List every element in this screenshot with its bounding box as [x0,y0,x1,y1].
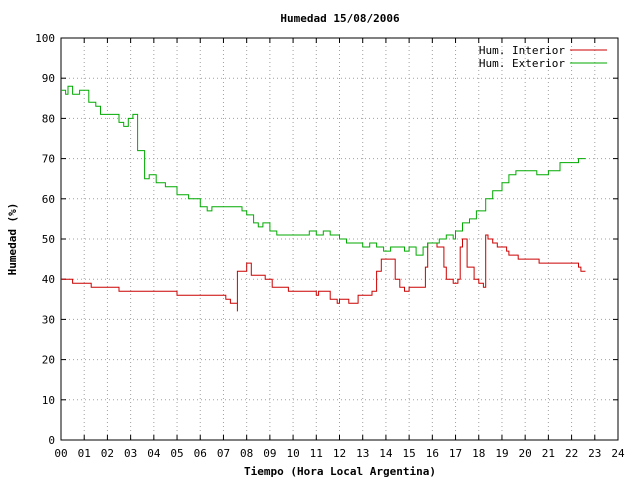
x-tick-label: 12 [333,447,346,460]
x-tick-label: 00 [54,447,67,460]
x-tick-label: 08 [240,447,253,460]
x-tick-label: 24 [611,447,625,460]
x-tick-label: 14 [379,447,393,460]
x-tick-label: 13 [356,447,369,460]
x-tick-label: 22 [565,447,578,460]
y-tick-label: 10 [42,394,55,407]
y-tick-label: 40 [42,273,55,286]
x-tick-label: 01 [78,447,91,460]
y-tick-label: 0 [48,434,55,447]
x-tick-label: 19 [495,447,508,460]
y-tick-label: 70 [42,153,55,166]
x-tick-label: 20 [519,447,532,460]
legend-label: Hum. Exterior [479,57,565,70]
y-tick-label: 90 [42,72,55,85]
x-tick-label: 17 [449,447,462,460]
x-tick-label: 07 [217,447,230,460]
x-tick-label: 09 [263,447,276,460]
x-tick-label: 06 [194,447,207,460]
x-tick-label: 10 [286,447,299,460]
y-tick-label: 50 [42,233,55,246]
x-tick-label: 23 [588,447,601,460]
x-tick-label: 16 [426,447,439,460]
x-tick-label: 18 [472,447,485,460]
series-line-interior [61,234,586,312]
x-tick-label: 21 [542,447,555,460]
x-tick-label: 15 [403,447,416,460]
y-tick-label: 100 [35,32,55,45]
y-tick-label: 60 [42,193,55,206]
y-tick-label: 80 [42,112,55,125]
chart-title: Humedad 15/08/2006 [280,12,400,25]
legend-label: Hum. Interior [479,44,565,57]
x-tick-label: 11 [310,447,323,460]
series-group [61,85,586,312]
x-tick-label: 05 [170,447,183,460]
y-axis-label: Humedad (%) [6,203,19,276]
y-tick-label: 20 [42,354,55,367]
x-tick-label: 04 [147,447,161,460]
x-axis-label: Tiempo (Hora Local Argentina) [244,465,436,478]
x-tick-label: 02 [101,447,114,460]
y-tick-label: 30 [42,313,55,326]
axis-ticks: 0 10 20 30 40 50 60 70 80 90 100 00 01 02 03 04 05 06 07 08… [35,32,625,460]
x-tick-label: 03 [124,447,137,460]
series-line-exterior [61,85,586,256]
